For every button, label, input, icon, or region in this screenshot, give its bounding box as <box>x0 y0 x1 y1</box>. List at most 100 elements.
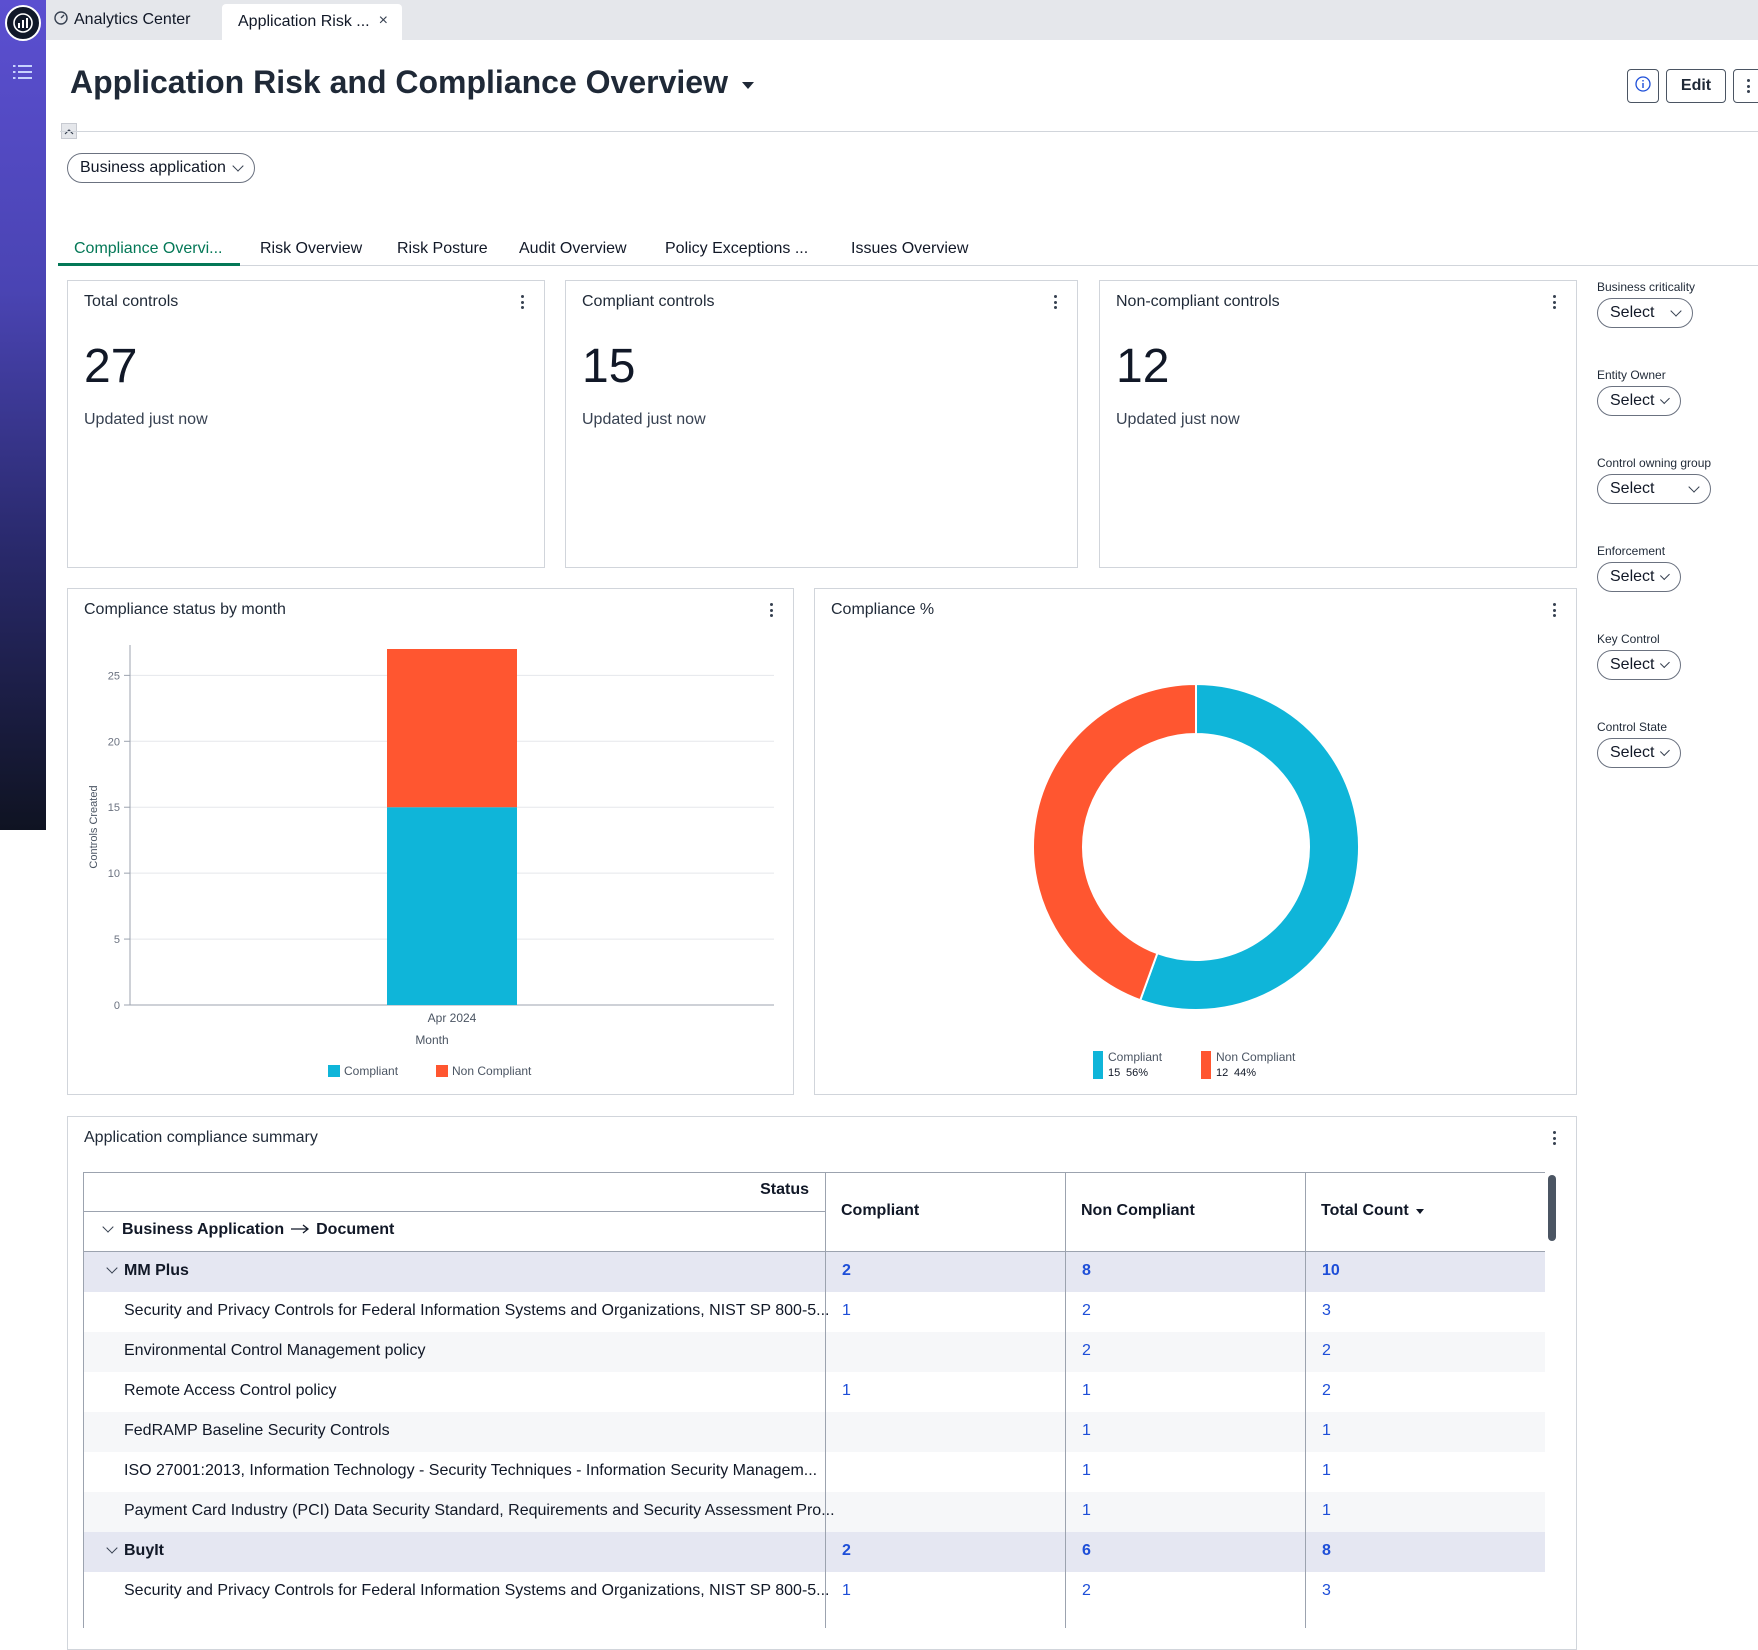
header-split-line <box>84 1211 825 1212</box>
legend-label: Compliant <box>344 1064 399 1078</box>
table-row[interactable]: Payment Card Industry (PCI) Data Securit… <box>84 1492 1545 1532</box>
select-value: Select <box>1610 304 1655 321</box>
cell-non-compliant[interactable]: 2 <box>1082 1582 1091 1599</box>
cell-non-compliant[interactable]: 2 <box>1082 1342 1091 1359</box>
table-group-row[interactable]: MM Plus 2 8 10 <box>84 1252 1545 1292</box>
filter-select[interactable]: Select <box>1597 386 1681 416</box>
bar-non-compliant <box>387 649 517 808</box>
tab-risk-overview[interactable]: Risk Overview <box>260 240 363 257</box>
tab-audit-overview[interactable]: Audit Overview <box>519 240 627 257</box>
cell-non-compliant[interactable]: 6 <box>1082 1542 1091 1559</box>
chevron-down-icon <box>1688 481 1700 493</box>
info-button[interactable] <box>1627 69 1659 103</box>
card-title: Compliant controls <box>582 293 715 310</box>
filter-label: Control State <box>1597 720 1668 734</box>
close-icon[interactable]: × <box>378 12 388 29</box>
chevron-down-icon <box>1670 305 1682 317</box>
select-value: Select <box>1610 392 1655 409</box>
active-tab-indicator <box>58 263 240 266</box>
y-axis-label: Controls Created <box>88 785 100 868</box>
filter-select[interactable]: Select <box>1597 738 1681 768</box>
table-row[interactable]: FedRAMP Baseline Security Controls 1 1 <box>84 1412 1545 1452</box>
kpi-card-non-compliant-controls: Non-compliant controls 12 Updated just n… <box>1099 280 1577 568</box>
cell-total[interactable]: 10 <box>1322 1262 1340 1279</box>
row-label: FedRAMP Baseline Security Controls <box>124 1422 390 1439</box>
chevron-down-icon[interactable] <box>106 1262 118 1274</box>
row-dimension-header[interactable]: Business Application Document <box>102 1221 394 1239</box>
cell-non-compliant[interactable]: 1 <box>1082 1422 1091 1439</box>
cell-total[interactable]: 2 <box>1322 1382 1331 1399</box>
filter-select[interactable]: Select <box>1597 298 1693 328</box>
tab-issues-overview[interactable]: Issues Overview <box>851 240 969 257</box>
cell-compliant[interactable]: 2 <box>842 1542 851 1559</box>
kebab-icon[interactable] <box>763 601 779 619</box>
y-tick-label: 25 <box>108 670 120 682</box>
tab-compliance-overview[interactable]: Compliance Overvi... <box>74 240 223 257</box>
cell-total[interactable]: 8 <box>1322 1542 1331 1559</box>
cell-total[interactable]: 2 <box>1322 1342 1331 1359</box>
list-menu-icon[interactable] <box>13 64 33 80</box>
column-header-non-compliant[interactable]: Non Compliant <box>1081 1202 1195 1219</box>
cell-non-compliant[interactable]: 2 <box>1082 1302 1091 1319</box>
compliance-summary-table: Status Business Application Document Com… <box>83 1172 1545 1628</box>
tab-policy-exceptions[interactable]: Policy Exceptions ... <box>665 240 809 257</box>
cell-compliant[interactable]: 1 <box>842 1302 851 1319</box>
chevron-down-icon[interactable] <box>106 1542 118 1554</box>
kpi-value: 15 <box>582 340 636 393</box>
tab-risk-posture[interactable]: Risk Posture <box>397 240 488 257</box>
select-value: Select <box>1610 744 1655 761</box>
row-label: MM Plus <box>124 1262 189 1279</box>
column-header-total-count[interactable]: Total Count <box>1321 1202 1425 1220</box>
column-header-compliant[interactable]: Compliant <box>841 1202 920 1219</box>
kebab-icon[interactable] <box>1546 601 1562 619</box>
cell-total[interactable]: 1 <box>1322 1502 1331 1519</box>
cell-non-compliant[interactable]: 1 <box>1082 1382 1091 1399</box>
filter-select[interactable]: Select <box>1597 474 1711 504</box>
filter-select[interactable]: Select <box>1597 650 1681 680</box>
card-title: Total controls <box>84 293 179 310</box>
arrow-right-icon <box>290 1221 310 1239</box>
filter-select[interactable]: Select <box>1597 562 1681 592</box>
x-axis-label: Month <box>415 1033 448 1047</box>
table-row[interactable]: ISO 27001:2013, Information Technology -… <box>84 1452 1545 1492</box>
cell-non-compliant[interactable]: 8 <box>1082 1262 1091 1279</box>
table-row[interactable]: Environmental Control Management policy 2… <box>84 1332 1545 1372</box>
kebab-icon[interactable] <box>1546 1129 1562 1147</box>
left-sidebar <box>0 0 46 830</box>
edit-button[interactable]: Edit <box>1666 69 1726 103</box>
browser-tab-bar: Analytics Center Application Risk ... × <box>46 0 1758 40</box>
table-row[interactable]: Security and Privacy Controls for Federa… <box>84 1572 1545 1612</box>
page-title[interactable]: Application Risk and Compliance Overview <box>70 64 754 101</box>
legend-swatch <box>1093 1051 1103 1079</box>
tab-analytics-center[interactable]: Analytics Center <box>54 0 191 40</box>
legend-swatch <box>436 1065 448 1077</box>
cell-non-compliant[interactable]: 1 <box>1082 1502 1091 1519</box>
more-options-button[interactable] <box>1733 69 1758 103</box>
chevron-up-icon <box>64 122 74 140</box>
table-row[interactable]: Security and Privacy Controls for Federa… <box>84 1292 1545 1332</box>
cell-total[interactable]: 3 <box>1322 1582 1331 1599</box>
cell-total[interactable]: 1 <box>1322 1462 1331 1479</box>
cell-total[interactable]: 3 <box>1322 1302 1331 1319</box>
row-label: Remote Access Control policy <box>124 1382 337 1399</box>
legend-percent: 44% <box>1234 1067 1256 1079</box>
cell-total[interactable]: 1 <box>1322 1422 1331 1439</box>
table-row[interactable]: Remote Access Control policy 1 1 2 <box>84 1372 1545 1412</box>
table-group-row[interactable]: BuyIt 2 6 8 <box>84 1532 1545 1572</box>
analytics-logo-icon[interactable] <box>5 5 41 41</box>
table-scrollbar[interactable] <box>1548 1175 1556 1241</box>
kebab-icon[interactable] <box>1047 293 1063 311</box>
caret-down-icon[interactable] <box>741 82 754 89</box>
card-title: Compliance status by month <box>84 601 286 618</box>
business-application-filter[interactable]: Business application <box>67 153 255 183</box>
kebab-icon[interactable] <box>1546 293 1562 311</box>
legend-swatch <box>328 1065 340 1077</box>
cell-compliant[interactable]: 1 <box>842 1382 851 1399</box>
tab-application-risk[interactable]: Application Risk ... × <box>222 4 402 40</box>
filter-label: Key Control <box>1597 632 1660 646</box>
cell-compliant[interactable]: 1 <box>842 1582 851 1599</box>
cell-non-compliant[interactable]: 1 <box>1082 1462 1091 1479</box>
kebab-icon[interactable] <box>514 293 530 311</box>
cell-compliant[interactable]: 2 <box>842 1262 851 1279</box>
legend-value: 12 <box>1216 1067 1228 1079</box>
